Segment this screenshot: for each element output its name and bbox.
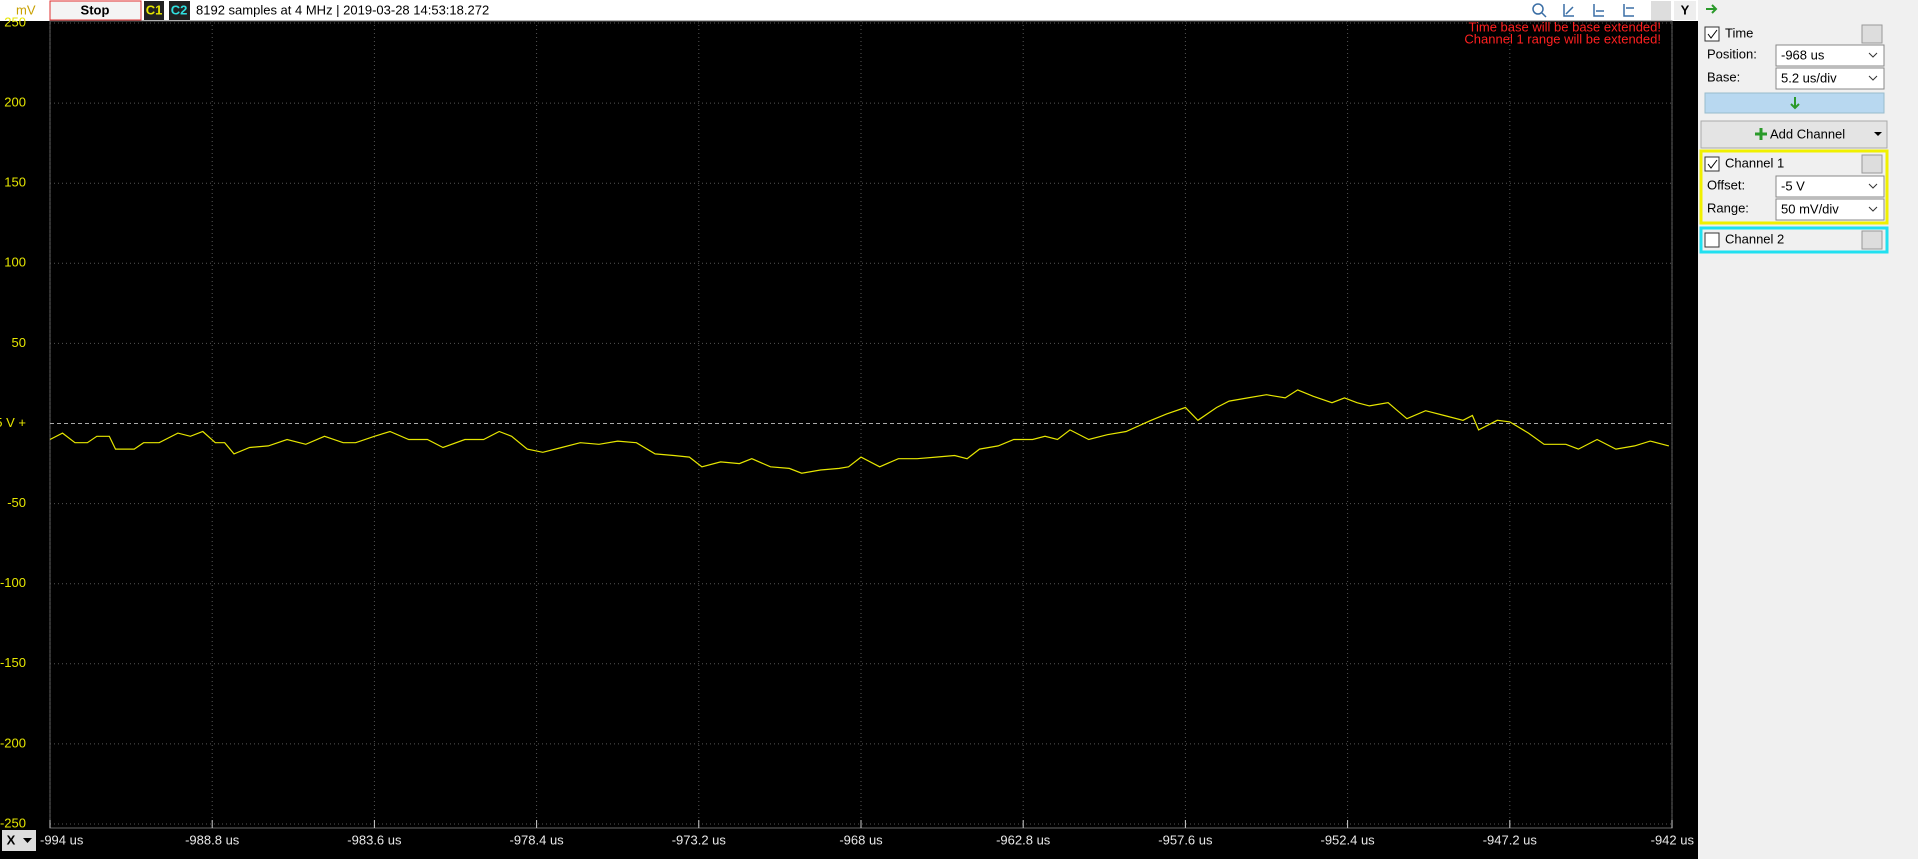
- add-channel-label[interactable]: Add Channel: [1770, 126, 1845, 141]
- y-tick-label: -250: [0, 815, 26, 830]
- panel-arrow[interactable]: [1706, 4, 1718, 14]
- field-label: Position:: [1707, 46, 1757, 61]
- x-tick-label: -947.2 us: [1483, 832, 1538, 847]
- time-title: Time: [1725, 25, 1753, 40]
- gear[interactable]: [1861, 230, 1883, 250]
- y-tick-label: 100: [4, 255, 26, 270]
- chevron: [1868, 52, 1878, 58]
- x-tick-label: -952.4 us: [1320, 832, 1375, 847]
- field-label: Base:: [1707, 69, 1740, 84]
- x-label[interactable]: X: [7, 832, 16, 847]
- stop-label[interactable]: Stop: [81, 2, 110, 17]
- x-dropdown[interactable]: [23, 838, 32, 843]
- x-tick-label: -957.6 us: [1158, 832, 1213, 847]
- channel2-box: [1699, 226, 1889, 254]
- trace: [49, 389, 1670, 474]
- y-tick-label: -100: [0, 575, 26, 590]
- gear[interactable]: [1861, 24, 1883, 44]
- plus-icon: [1755, 128, 1767, 140]
- x-tick-label: -968 us: [839, 832, 883, 847]
- x-tick-label: -983.6 us: [347, 832, 402, 847]
- combo[interactable]: [1775, 198, 1885, 221]
- plot-frame: [49, 20, 1673, 829]
- x-tick-label: -942 us: [1651, 832, 1695, 847]
- c1-label[interactable]: C1: [146, 2, 163, 17]
- checkbox[interactable]: [1704, 26, 1720, 42]
- checkmark: [1707, 29, 1718, 39]
- c1-box[interactable]: [144, 1, 164, 20]
- acquisition-info: 8192 samples at 4 MHz | 2019-03-28 14:53…: [196, 2, 489, 17]
- down-arrow: [1790, 97, 1800, 110]
- x-tick-label: -962.8 us: [996, 832, 1051, 847]
- x-button[interactable]: [2, 830, 36, 851]
- combo-value[interactable]: 5.2 us/div: [1781, 70, 1837, 85]
- combo-value[interactable]: -5 V: [1781, 178, 1805, 193]
- combo-value[interactable]: -968 us: [1781, 47, 1825, 62]
- combo-value[interactable]: 50 mV/div: [1781, 201, 1839, 216]
- combo[interactable]: [1775, 44, 1885, 67]
- toolbar: [0, 0, 1698, 21]
- field-label: Range:: [1707, 200, 1749, 215]
- gear[interactable]: [1861, 154, 1883, 174]
- x-tick-label: -978.4 us: [509, 832, 564, 847]
- channel1-title: Channel 1: [1725, 155, 1784, 170]
- y-label[interactable]: Y: [1681, 2, 1690, 17]
- x-tick-label: -988.8 us: [185, 832, 240, 847]
- stop-button[interactable]: [49, 0, 142, 21]
- y-tick-label: 50: [12, 335, 26, 350]
- c2-box[interactable]: [169, 1, 190, 20]
- checkbox[interactable]: [1704, 156, 1720, 172]
- chevron: [1868, 75, 1878, 81]
- chevron: [1868, 183, 1878, 189]
- checkmark: [1707, 159, 1718, 169]
- y-tick-label: 250: [4, 14, 26, 29]
- y-tick-label: -150: [0, 655, 26, 670]
- c2-label[interactable]: C2: [171, 2, 188, 17]
- y-tick-label: 5 V +: [0, 415, 26, 430]
- plot-area: [49, 20, 1673, 829]
- channel2-title: Channel 2: [1725, 231, 1784, 246]
- y-tick-label: 150: [4, 175, 26, 190]
- dropdown[interactable]: [1874, 132, 1882, 136]
- checkbox[interactable]: [1704, 232, 1720, 248]
- chevron: [1868, 206, 1878, 212]
- warning: Time base will be base extended!: [1469, 19, 1661, 34]
- warning: Channel 1 range will be extended!: [1464, 31, 1661, 46]
- unit-label: mV: [16, 2, 36, 17]
- x-tick-label: -973.2 us: [672, 832, 727, 847]
- combo[interactable]: [1775, 67, 1885, 90]
- y-tick-label: -50: [7, 495, 26, 510]
- field-label: Offset:: [1707, 177, 1745, 192]
- add-channel-button[interactable]: [1700, 120, 1888, 149]
- y-tick-label: 200: [4, 95, 26, 110]
- settings-icon[interactable]: [1651, 1, 1671, 20]
- y-tick-label: -200: [0, 735, 26, 750]
- x-tick-label: -994 us: [40, 832, 84, 847]
- combo[interactable]: [1775, 175, 1885, 198]
- y-button[interactable]: [1674, 1, 1696, 20]
